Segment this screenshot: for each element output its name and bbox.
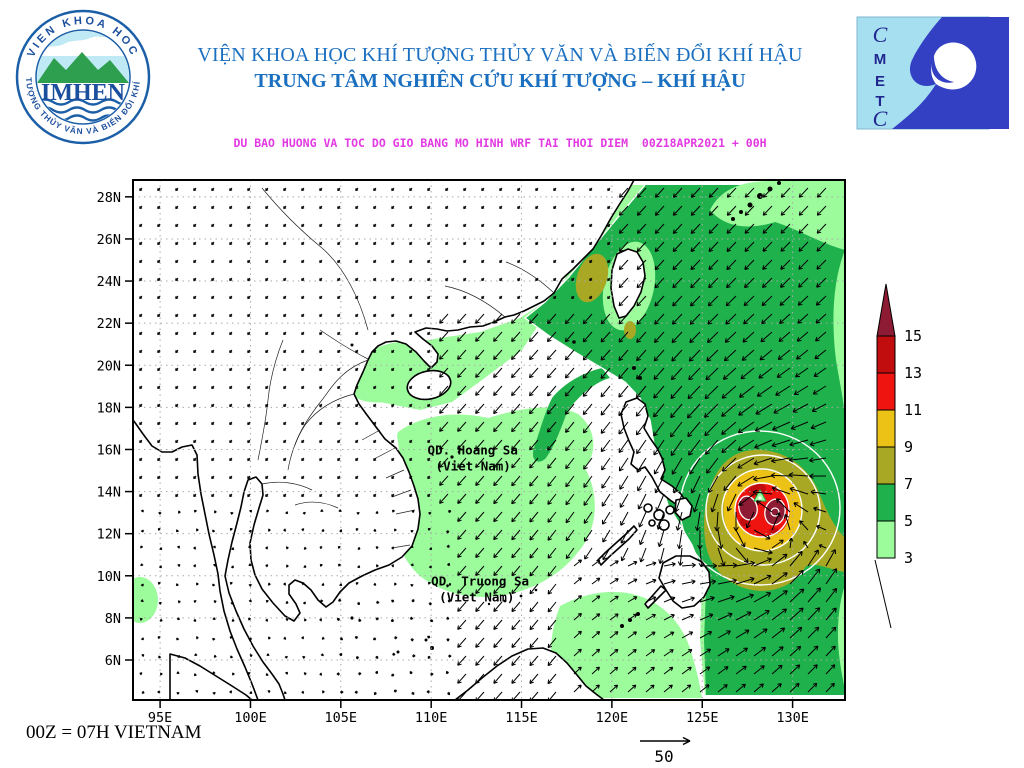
svg-text:E: E bbox=[875, 73, 885, 90]
svg-text:110E: 110E bbox=[415, 710, 448, 726]
svg-text:26N: 26N bbox=[97, 232, 121, 248]
imhen-logo-wave bbox=[37, 98, 129, 106]
svg-text:120E: 120E bbox=[596, 710, 629, 726]
svg-text:20N: 20N bbox=[97, 358, 121, 374]
truong-sa-label: QD. Truong Sa bbox=[431, 573, 529, 588]
svg-text:13: 13 bbox=[904, 364, 922, 382]
wind-arrows bbox=[139, 187, 838, 700]
cmetc-logo-letters: C M E T C bbox=[873, 22, 888, 130]
svg-text:22N: 22N bbox=[97, 316, 121, 332]
land-palawan bbox=[597, 525, 638, 566]
svg-text:6N: 6N bbox=[105, 653, 121, 669]
svg-text:11: 11 bbox=[904, 401, 922, 419]
svg-text:(Viet Nam): (Viet Nam) bbox=[439, 589, 514, 604]
svg-text:16N: 16N bbox=[97, 442, 121, 458]
svg-text:M: M bbox=[874, 51, 887, 68]
land-samar bbox=[674, 497, 693, 521]
forecast-subtitle: DU BAO HUONG VA TOC DO GIO BANG MO HINH … bbox=[233, 136, 767, 150]
svg-text:C: C bbox=[873, 106, 888, 130]
svg-text:95E: 95E bbox=[148, 710, 172, 726]
reference-arrow bbox=[640, 736, 691, 746]
land-mainland-asia bbox=[133, 180, 635, 700]
hoang-sa-label: QD. Hoang Sa bbox=[428, 443, 518, 458]
land-sumatra bbox=[169, 653, 253, 700]
wind-scale-reference: 50 bbox=[640, 736, 691, 766]
svg-text:24N: 24N bbox=[97, 274, 121, 290]
timezone-note: 00Z = 07H VIETNAM bbox=[26, 722, 202, 743]
cmetc-logo: C M E T C bbox=[856, 16, 1009, 130]
svg-text:(Viet Nam): (Viet Nam) bbox=[436, 459, 511, 474]
landmasses bbox=[133, 180, 711, 700]
storm-contours bbox=[679, 430, 841, 586]
svg-text:125E: 125E bbox=[686, 710, 719, 726]
svg-text:8N: 8N bbox=[105, 611, 121, 627]
institute-title: VIỆN KHOA HỌC KHÍ TƯỢNG THỦY VĂN VÀ BIẾN… bbox=[197, 44, 803, 66]
svg-text:10N: 10N bbox=[97, 569, 121, 585]
svg-text:28N: 28N bbox=[97, 190, 121, 206]
svg-text:7: 7 bbox=[904, 475, 913, 493]
svg-text:12N: 12N bbox=[97, 527, 121, 543]
svg-text:T: T bbox=[875, 93, 884, 110]
map-frame bbox=[132, 179, 846, 701]
imhen-logo: VIEN KHOA HOC KHÍ TƯỢNG THỦY VĂN VÀ BIẾN… bbox=[12, 6, 151, 145]
island-labels: QD. Hoang Sa (Viet Nam) QD. Truong Sa (V… bbox=[428, 443, 529, 605]
svg-text:9: 9 bbox=[904, 438, 913, 456]
svg-text:105E: 105E bbox=[325, 710, 358, 726]
land-borneo bbox=[454, 647, 605, 700]
imhen-logo-wordmark: IMHEN bbox=[41, 80, 126, 106]
small-islands bbox=[350, 181, 781, 654]
country-borders bbox=[257, 187, 555, 549]
contour-5ms bbox=[523, 184, 707, 591]
reference-arrow-value: 50 bbox=[654, 747, 673, 766]
svg-text:14N: 14N bbox=[97, 485, 121, 501]
center-title: TRUNG TÂM NGHIÊN CỨU KHÍ TƯỢNG – KHÍ HẬU bbox=[254, 70, 746, 92]
imhen-logo-clouds bbox=[37, 36, 129, 56]
latlon-gridlines bbox=[133, 180, 845, 700]
svg-text:3: 3 bbox=[904, 549, 913, 567]
windspeed-colorbar: 3 5 7 9 11 13 15 bbox=[874, 283, 922, 629]
svg-text:5: 5 bbox=[904, 512, 913, 530]
svg-text:15: 15 bbox=[904, 327, 922, 345]
svg-text:100E: 100E bbox=[234, 710, 267, 726]
svg-text:115E: 115E bbox=[505, 710, 538, 726]
svg-text:18N: 18N bbox=[97, 400, 121, 416]
svg-text:130E: 130E bbox=[776, 710, 809, 726]
imhen-logo-mountains bbox=[37, 52, 129, 83]
svg-text:C: C bbox=[873, 22, 888, 47]
map-axes: 95E 100E 105E 110E 115E 120E 125E 130E 28N 26N 24N… bbox=[97, 190, 809, 726]
